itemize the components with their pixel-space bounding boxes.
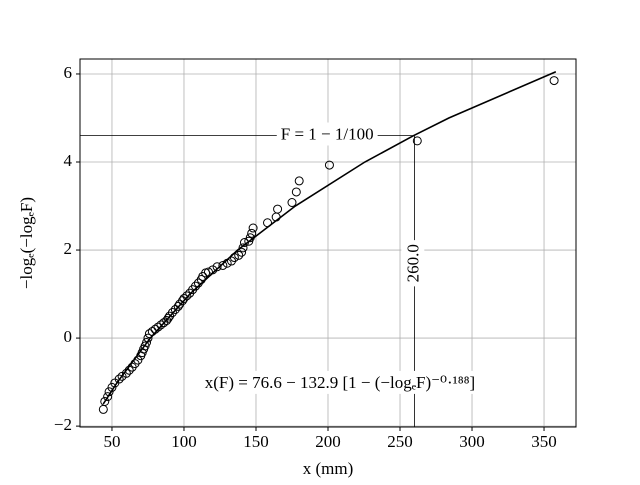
y-tick-label: 6 bbox=[64, 63, 73, 82]
plot-frame bbox=[79, 58, 577, 428]
data-point bbox=[287, 198, 297, 208]
data-point bbox=[248, 223, 258, 233]
annotation-label-group: F = 1 − 1/100 bbox=[276, 122, 378, 146]
data-point bbox=[549, 76, 559, 86]
data-point bbox=[412, 136, 422, 146]
data-point bbox=[244, 236, 254, 246]
data-point bbox=[238, 243, 248, 253]
formula-bg bbox=[200, 370, 480, 394]
x-axis-label: x (mm) bbox=[303, 459, 354, 478]
y-tick-label: 0 bbox=[64, 327, 73, 346]
annotation-x-label-bg bbox=[401, 240, 425, 287]
formula-group: x(F) = 76.6 − 132.9 [1 − (−logₑF)⁻⁰·¹⁸⁸] bbox=[200, 370, 480, 394]
y-tick-label: 4 bbox=[64, 151, 73, 170]
data-point bbox=[185, 288, 195, 298]
formula: x(F) = 76.6 − 132.9 [1 − (−logₑF)⁻⁰·¹⁸⁸] bbox=[205, 373, 475, 392]
x-tick-label: 100 bbox=[171, 432, 197, 451]
y-axis-label: −logₑ(−logₑF) bbox=[17, 197, 36, 289]
data-point bbox=[247, 228, 257, 238]
data-point bbox=[237, 247, 247, 257]
x-tick-label: 350 bbox=[531, 432, 557, 451]
data-point bbox=[218, 260, 228, 270]
data-point bbox=[291, 187, 301, 197]
fit-line bbox=[102, 71, 557, 405]
data-point bbox=[103, 392, 113, 402]
data-point bbox=[234, 250, 244, 260]
y-tick-label: 2 bbox=[64, 239, 73, 258]
data-point bbox=[153, 322, 163, 332]
y-tick-label: −2 bbox=[54, 415, 72, 434]
data-point bbox=[179, 293, 189, 303]
x-tick-label: 150 bbox=[243, 432, 269, 451]
x-tick-label: 50 bbox=[103, 432, 120, 451]
data-point bbox=[170, 304, 180, 314]
annotation-label: F = 1 − 1/100 bbox=[281, 124, 374, 143]
data-point bbox=[173, 301, 183, 311]
data-point bbox=[165, 311, 175, 321]
data-point bbox=[294, 176, 304, 186]
data-point bbox=[98, 404, 108, 414]
data-point bbox=[324, 160, 334, 170]
data-point bbox=[117, 371, 127, 381]
x-tick-label: 250 bbox=[387, 432, 413, 451]
x-tick-label: 200 bbox=[315, 432, 341, 451]
data-point bbox=[159, 318, 169, 328]
data-point bbox=[162, 315, 172, 325]
annotation-label-bg bbox=[276, 122, 378, 146]
data-point bbox=[175, 299, 185, 309]
data-point bbox=[227, 256, 237, 266]
data-point bbox=[156, 320, 166, 330]
annotation-x-label-group: 260.0 bbox=[401, 240, 425, 287]
x-tick-label: 300 bbox=[459, 432, 485, 451]
annotation-x-label: 260.0 bbox=[403, 244, 422, 282]
